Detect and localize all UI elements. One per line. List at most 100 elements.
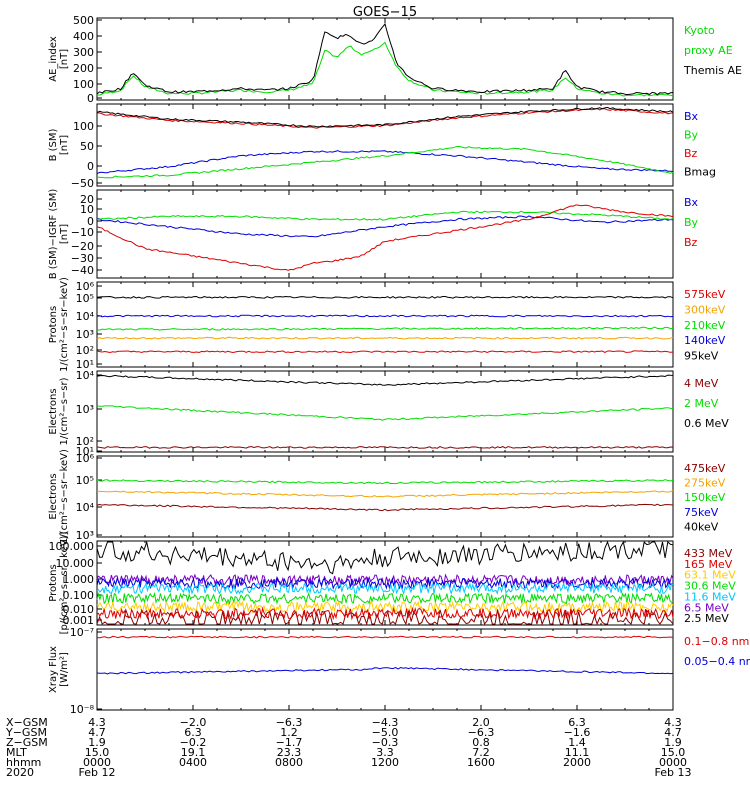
series-line <box>96 215 674 238</box>
legend-entry: Bx <box>684 196 699 209</box>
y-tick-label: 10⁴ <box>76 369 95 382</box>
legend-entry: 95keV <box>684 350 719 363</box>
ephemeris-value: 1.9 <box>88 736 106 749</box>
legend-entry: 2.5 MeV <box>684 612 729 625</box>
y-axis-label: Electrons <box>48 473 59 519</box>
ephemeris-label: X−GSM <box>6 716 48 729</box>
ephemeris-value: 15.0 <box>661 746 686 759</box>
y-tick-label: 0.001 <box>63 614 95 627</box>
y-tick-label: 100.000 <box>49 540 95 553</box>
legend-entry: Bz <box>684 236 698 249</box>
ephemeris-value: 0400 <box>179 756 207 769</box>
ephemeris-value: −5.0 <box>372 726 399 739</box>
ephemeris-value: 4.7 <box>88 726 106 739</box>
panel-frame <box>96 281 674 368</box>
y-tick-label: 100 <box>73 120 94 133</box>
y-axis-label: AE_index <box>48 36 59 82</box>
y-axis-label: Protons <box>48 306 59 343</box>
legend-entry: 40keV <box>684 520 719 533</box>
series-line <box>96 503 674 512</box>
ephemeris-value: 7.2 <box>472 746 490 759</box>
y-axis-label: [nT] <box>59 135 70 155</box>
legend-entry: Bz <box>684 147 698 160</box>
ephemeris-value: 1200 <box>371 756 399 769</box>
ephemeris-label: Z−GSM <box>6 736 48 749</box>
ephemeris-value: 11.1 <box>565 746 590 759</box>
series-line <box>96 22 674 96</box>
ephemeris-value: 2000 <box>563 756 591 769</box>
legend-entry: 210keV <box>684 319 726 332</box>
series-line <box>96 350 674 354</box>
y-tick-label: 0.100 <box>63 589 95 602</box>
legend-entry: 4 MeV <box>684 377 719 390</box>
legend-entry: 300keV <box>684 303 726 316</box>
y-tick-label: 400 <box>73 30 94 43</box>
series-line <box>96 490 674 498</box>
series-line <box>96 446 674 449</box>
ephemeris-value: −0.3 <box>372 736 399 749</box>
y-tick-label: 10⁶ <box>76 280 95 293</box>
ephemeris-value: 1.2 <box>280 726 298 739</box>
y-tick-label: 10³ <box>76 403 94 416</box>
y-tick-label: −20 <box>71 240 94 253</box>
ephemeris-label: MLT <box>6 746 27 759</box>
legend-entry: proxy AE <box>684 44 733 57</box>
ephemeris-label: Y−GSM <box>5 726 47 739</box>
legend-entry: 150keV <box>684 491 726 504</box>
legend-entry: Bx <box>684 110 699 123</box>
series-line <box>96 606 674 621</box>
ephemeris-value: 0800 <box>275 756 303 769</box>
y-axis-label: B (SM) <box>48 128 59 161</box>
series-line <box>96 326 674 331</box>
y-axis-label: 1/(cm²−s−sr−keV) <box>59 449 70 544</box>
series-line <box>96 145 674 179</box>
y-tick-label: −40 <box>71 264 94 277</box>
ephemeris-value: 3.3 <box>376 746 394 759</box>
legend-entry: By <box>684 216 699 229</box>
legend-entry: 275keV <box>684 477 726 490</box>
ephemeris-value: 23.3 <box>277 746 302 759</box>
y-tick-label: 10⁵ <box>76 474 94 487</box>
ephemeris-value: 0000 <box>659 756 687 769</box>
ephemeris-value: 15.0 <box>85 746 110 759</box>
ephemeris-value: −6.3 <box>468 726 495 739</box>
ephemeris-value: 4.3 <box>88 716 106 729</box>
legend-entry: 2 MeV <box>684 397 719 410</box>
y-tick-label: 0 <box>87 160 94 173</box>
legend-entry: 75keV <box>684 506 719 519</box>
series-line <box>96 600 674 614</box>
ephemeris-value: −1.6 <box>564 726 591 739</box>
y-tick-label: 10⁻⁷ <box>70 626 94 639</box>
legend-entry: 63.1 MeV <box>684 569 736 582</box>
chart-title: GOES−15 <box>353 5 417 20</box>
y-tick-label: 10 <box>80 203 94 216</box>
series-line <box>96 666 674 675</box>
ephemeris-label: 2020 <box>6 766 34 779</box>
legend-entry: 0.1−0.8 nm <box>684 635 749 648</box>
series-line <box>96 635 674 639</box>
y-tick-label: −30 <box>71 252 94 265</box>
legend-entry: 575keV <box>684 288 726 301</box>
ephemeris-value: 0.8 <box>472 736 490 749</box>
legend-entry: 0.05−0.4 nm <box>684 655 750 668</box>
series-line <box>96 608 674 626</box>
ephemeris-value: −6.3 <box>276 716 303 729</box>
y-tick-label: 10¹ <box>76 358 94 371</box>
legend-entry: 475keV <box>684 462 726 475</box>
legend-entry: By <box>684 129 699 142</box>
y-axis-label: B (SM)−IGRF (SM) <box>48 189 59 280</box>
panel-frame <box>96 189 674 279</box>
series-line <box>96 581 674 595</box>
y-tick-label: 200 <box>73 62 94 75</box>
legend-entry: 11.6 MeV <box>684 590 736 603</box>
y-tick-label: 10³ <box>76 529 94 542</box>
ephemeris-value: 6.3 <box>184 726 202 739</box>
legend-entry: 140keV <box>684 334 726 347</box>
series-line <box>96 295 674 299</box>
ephemeris-value: −4.3 <box>372 716 399 729</box>
ephemeris-value: 1.4 <box>568 736 586 749</box>
ephemeris-value: −1.7 <box>276 736 303 749</box>
